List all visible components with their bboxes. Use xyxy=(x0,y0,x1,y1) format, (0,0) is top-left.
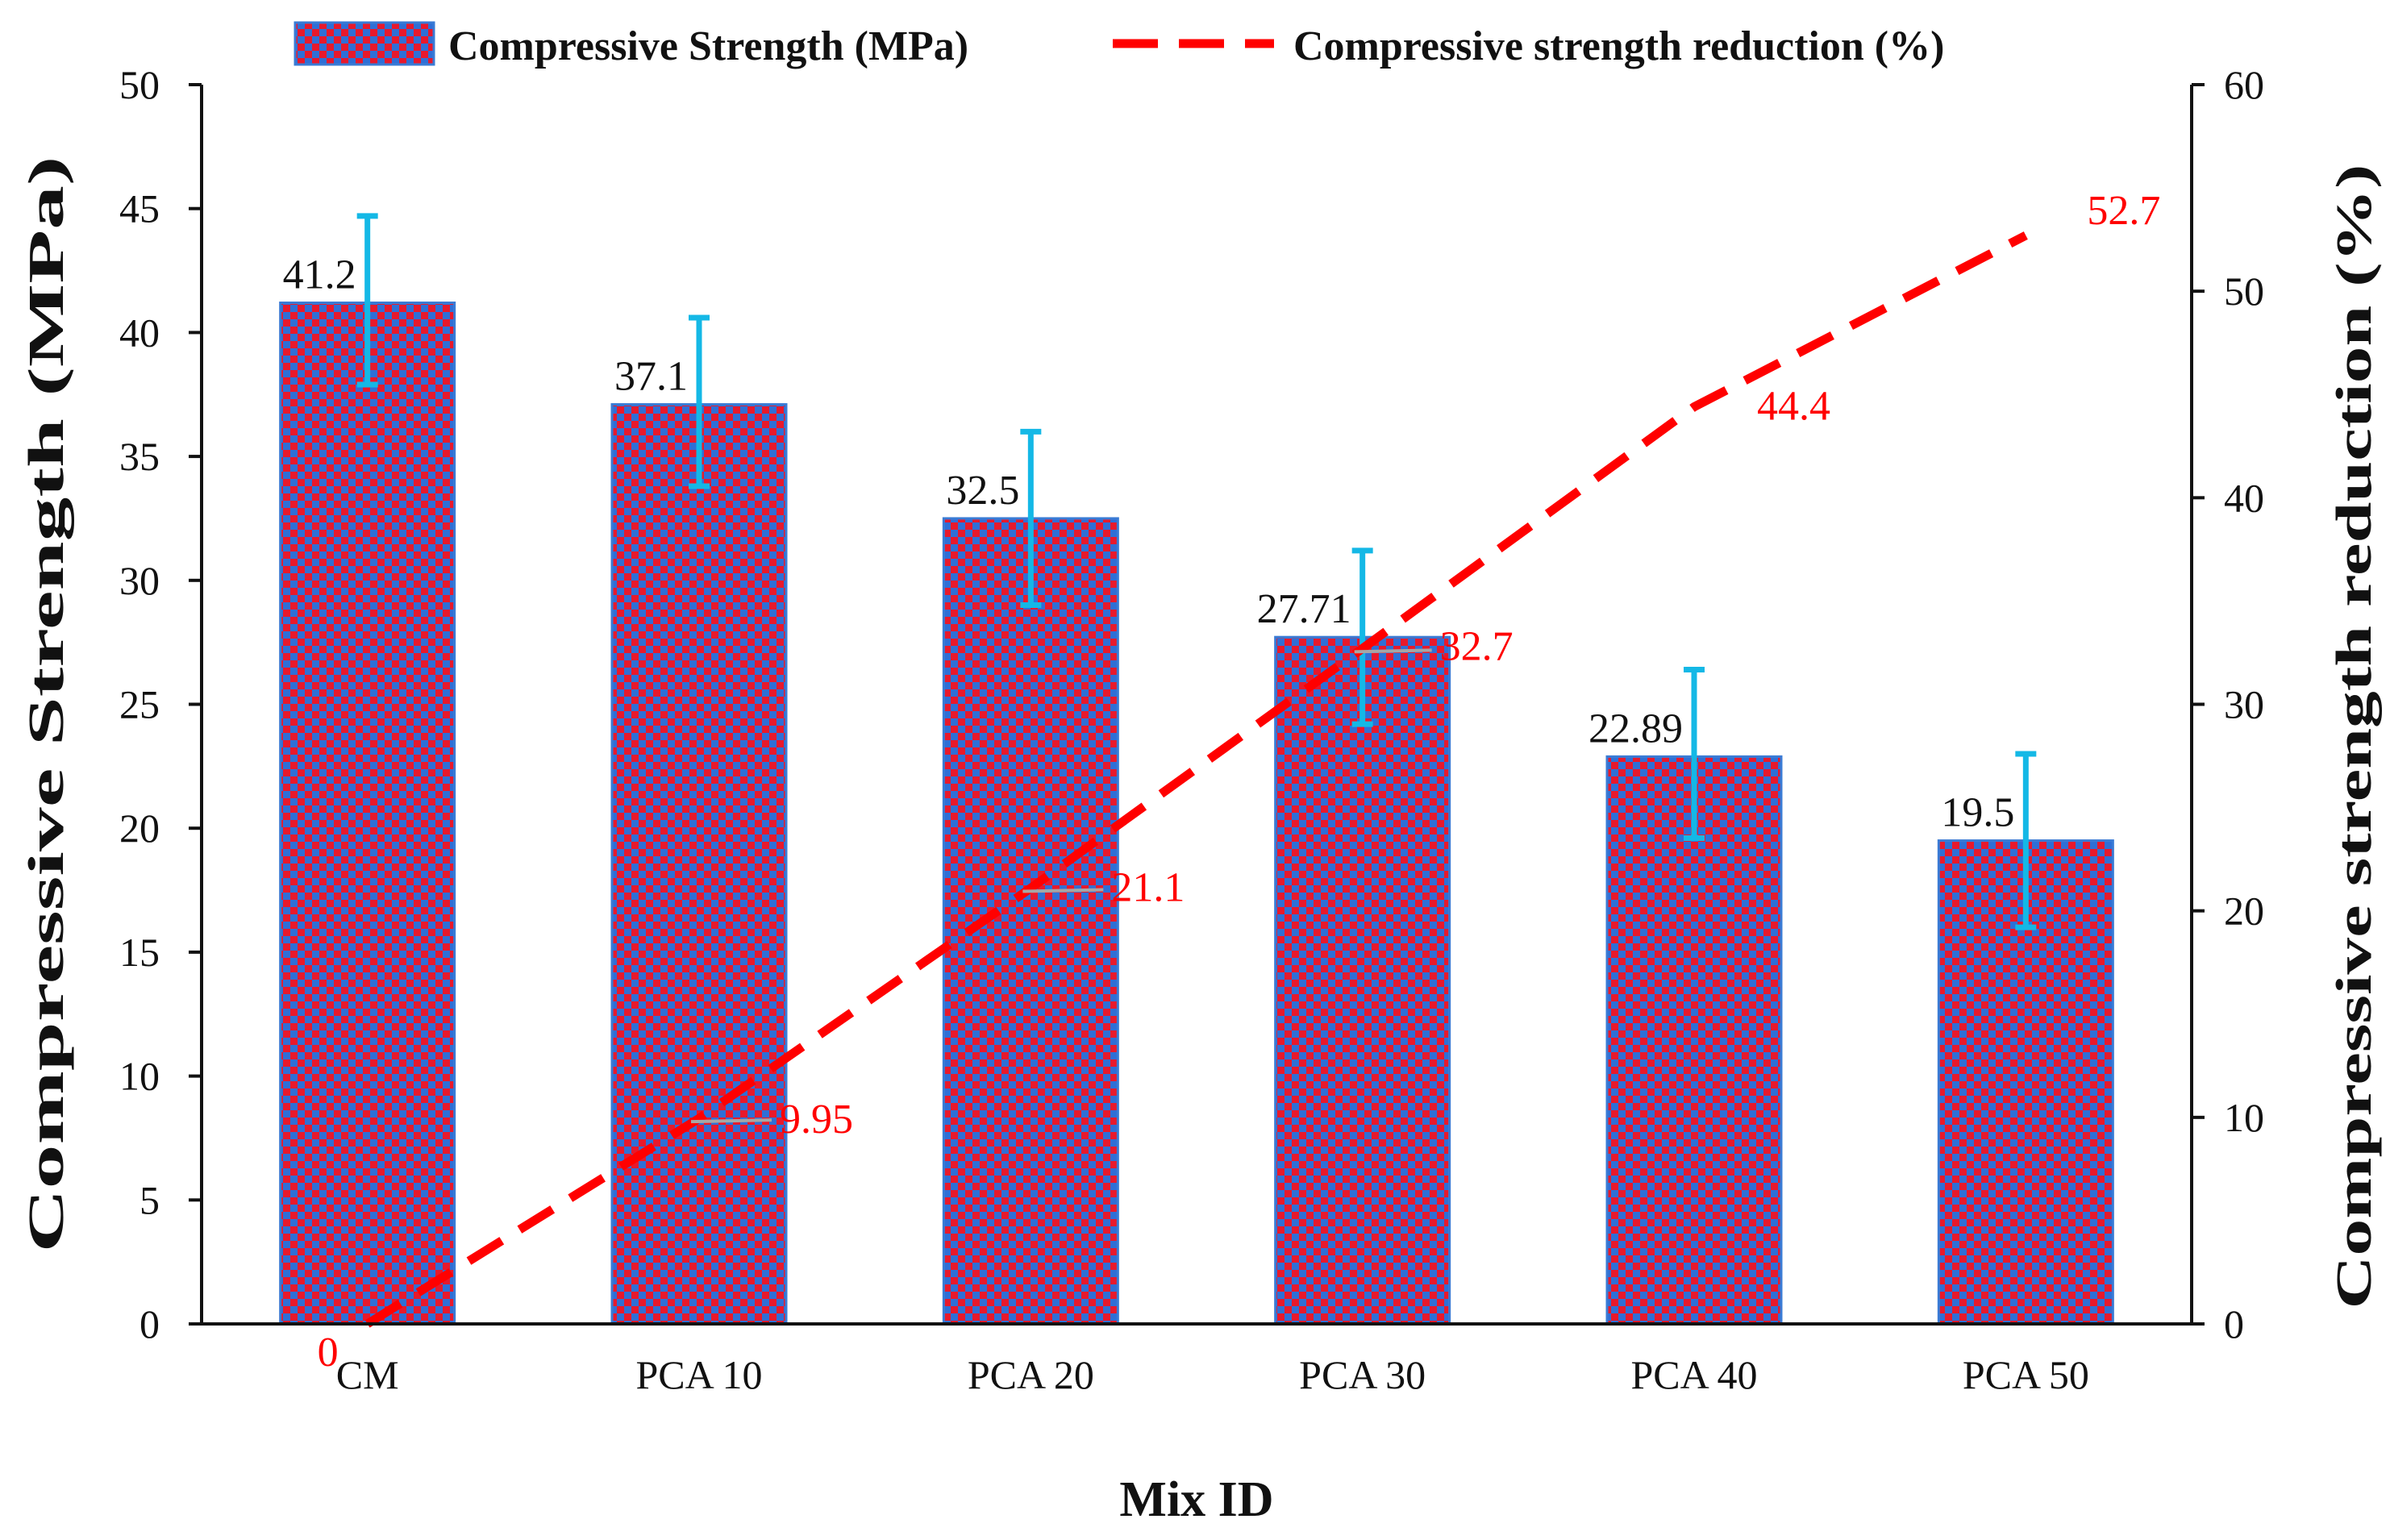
x-tick-label: PCA 30 xyxy=(1299,1352,1426,1397)
y-right-tick-label: 50 xyxy=(2224,268,2264,314)
error-bar xyxy=(689,314,710,489)
y-tick-label: 10 xyxy=(119,1054,160,1099)
y-tick-label: 20 xyxy=(119,805,160,851)
y-tick-label: 15 xyxy=(119,930,160,975)
y-tick-label: 0 xyxy=(139,1301,160,1346)
y-axis-title: Compressive Strength (MPa) xyxy=(19,156,74,1253)
reduction-value-label: 21.1 xyxy=(1111,864,1185,910)
reduction-line xyxy=(364,231,2028,1328)
y-tick-label: 45 xyxy=(119,186,160,231)
y-tick-label: 30 xyxy=(119,558,160,603)
y-tick-label: 50 xyxy=(119,62,160,107)
error-bar xyxy=(356,213,378,388)
bar-pca-10 xyxy=(610,403,788,1326)
bar-value-label: 19.5 xyxy=(1941,790,2014,836)
error-bar xyxy=(1020,428,1042,609)
bar-pca-20 xyxy=(942,517,1119,1326)
y-right-tick-label: 30 xyxy=(2224,682,2264,727)
legend-swatch-bars xyxy=(294,21,435,66)
data-label-leader xyxy=(1022,888,1104,893)
y-tick-label: 40 xyxy=(119,310,160,355)
bar-value-label: 32.5 xyxy=(946,468,1019,514)
y-tick-label: 5 xyxy=(139,1177,160,1222)
reduction-line-series: 0 9.95 21.1 32.7 44.4 52.7 xyxy=(318,188,2161,1376)
bar-value-label: 37.1 xyxy=(614,354,688,400)
x-tick-label: PCA 20 xyxy=(968,1352,1094,1397)
legend-label-line: Compressive strength reduction (%) xyxy=(1293,23,1944,69)
error-bar-series xyxy=(356,213,2037,930)
reduction-value-label: 0 xyxy=(318,1330,339,1376)
data-label-leader xyxy=(690,1118,772,1124)
y-axis-right-title: Compressive strength reduction (%) xyxy=(2327,164,2382,1309)
y-right-tick-label: 20 xyxy=(2224,889,2264,934)
y-tick-label: 35 xyxy=(119,434,160,479)
error-bar xyxy=(1351,547,1373,727)
x-tick-label: CM xyxy=(336,1352,399,1397)
reduction-value-label: 9.95 xyxy=(780,1097,853,1143)
legend: Compressive Strength (MPa) Compressive st… xyxy=(294,21,1944,69)
y-right-tick-label: 40 xyxy=(2224,475,2264,520)
y-right-tick-label: 60 xyxy=(2224,62,2264,107)
y-right-tick-label: 0 xyxy=(2224,1301,2244,1346)
data-label-leader xyxy=(1354,648,1432,654)
bar-value-label: 27.71 xyxy=(1257,586,1351,632)
axes: 0 5 10 15 20 25 30 35 40 45 50 0 10 20 30 40 50 60 CM PCA 1… xyxy=(119,62,2264,1397)
x-tick-label: PCA 10 xyxy=(635,1352,762,1397)
y-tick-label: 25 xyxy=(119,682,160,727)
y-right-tick-label: 10 xyxy=(2224,1095,2264,1140)
bar-series xyxy=(279,302,2114,1326)
bar-cm xyxy=(279,302,456,1326)
reduction-value-label: 52.7 xyxy=(2087,188,2160,234)
bar-value-label: 41.2 xyxy=(283,252,356,298)
reduction-value-label: 32.7 xyxy=(1440,623,1514,669)
x-tick-label: PCA 50 xyxy=(1963,1352,2089,1397)
bar-value-label: 22.89 xyxy=(1588,705,1683,751)
bar-pca-40 xyxy=(1605,755,1783,1326)
legend-label-bars: Compressive Strength (MPa) xyxy=(448,23,968,69)
error-bar xyxy=(1684,666,1705,841)
x-axis-title: Mix ID xyxy=(1119,1472,1273,1527)
x-tick-label: PCA 40 xyxy=(1630,1352,1757,1397)
bar-value-labels: 41.2 37.1 32.5 27.71 22.89 19.5 xyxy=(283,252,2015,836)
reduction-value-label: 44.4 xyxy=(1757,384,1830,430)
error-bar xyxy=(2015,751,2037,930)
bar-pca-30 xyxy=(1274,635,1451,1326)
